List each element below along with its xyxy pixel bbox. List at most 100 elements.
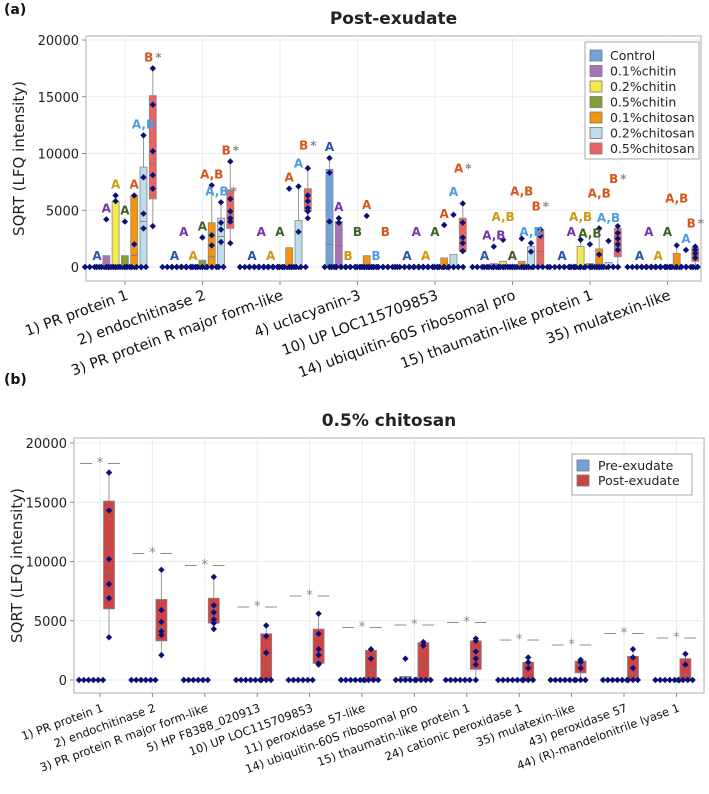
- legend-label: Pre-exudate: [598, 458, 674, 473]
- significance-letters: A: [421, 249, 431, 263]
- data-point: [419, 263, 427, 271]
- legend-frame: [584, 41, 700, 160]
- data-point: [337, 676, 345, 684]
- data-point: [112, 263, 119, 271]
- data-point: [190, 676, 197, 684]
- data-point: [472, 676, 479, 684]
- data-point: [525, 654, 532, 661]
- data-point: [137, 676, 145, 684]
- significance-letters: B: [344, 249, 353, 263]
- data-point: [86, 263, 93, 271]
- chart-title: 0.5% chitosan: [322, 411, 457, 431]
- data-point: [595, 263, 603, 271]
- significance-marker: — * —: [604, 626, 645, 641]
- significance-marker: — * —: [656, 631, 697, 646]
- data-point: [152, 676, 159, 684]
- data-point: [95, 676, 102, 684]
- significance-letters: A: [179, 225, 189, 239]
- significance-letters: A: [334, 200, 344, 214]
- data-point: [304, 204, 311, 212]
- significance-letters: A,B: [578, 226, 601, 240]
- significance-letters: A: [188, 249, 198, 263]
- data-point: [199, 263, 206, 271]
- data-point: [286, 185, 293, 192]
- data-point: [210, 609, 217, 616]
- data-point: [440, 263, 448, 271]
- legend-swatch: [589, 127, 603, 139]
- data-point: [413, 676, 420, 684]
- y-axis-label: SQRT (LFQ intensity): [10, 81, 28, 236]
- data-point: [195, 676, 202, 684]
- significance-marker: — * —: [499, 633, 540, 648]
- significance-letters: A: [449, 185, 459, 199]
- data-point: [614, 241, 621, 248]
- data-point: [131, 241, 138, 248]
- data-point: [309, 676, 316, 684]
- data-point: [328, 263, 335, 271]
- data-point: [204, 676, 211, 684]
- data-point: [692, 250, 699, 257]
- data-point: [370, 676, 377, 684]
- data-point: [556, 263, 563, 271]
- data-point: [546, 263, 554, 271]
- data-point: [217, 199, 225, 206]
- data-point: [233, 676, 240, 684]
- data-point: [142, 263, 150, 271]
- data-point: [105, 469, 113, 476]
- data-point: [210, 619, 217, 627]
- significance-letters: A: [294, 156, 304, 170]
- data-point: [474, 263, 481, 271]
- data-point: [525, 676, 532, 684]
- data-point: [263, 649, 270, 656]
- y-tick-label: 20000: [26, 437, 67, 452]
- data-point: [99, 676, 107, 684]
- data-point: [652, 676, 659, 684]
- data-point: [342, 676, 349, 684]
- data-point: [407, 676, 414, 684]
- data-point: [629, 676, 637, 684]
- data-point: [459, 200, 466, 207]
- significance-letters: A: [430, 225, 440, 239]
- data-point: [158, 631, 165, 639]
- data-point: [405, 263, 413, 271]
- significance-letters: A: [102, 201, 112, 215]
- box-group: — * —: [495, 633, 540, 684]
- data-point: [610, 263, 617, 271]
- box: [111, 200, 120, 268]
- data-point: [450, 263, 457, 271]
- data-point: [242, 676, 249, 684]
- data-point: [304, 676, 311, 684]
- significance-letters: B *: [222, 143, 240, 157]
- data-point: [452, 676, 459, 684]
- data-point: [499, 676, 507, 684]
- data-point: [552, 676, 559, 684]
- data-point: [514, 676, 521, 684]
- data-point: [208, 242, 215, 249]
- data-point: [347, 263, 354, 271]
- significance-letters: B *: [687, 217, 705, 231]
- data-point: [566, 676, 573, 684]
- data-point: [164, 263, 171, 271]
- data-point: [241, 263, 248, 271]
- data-point: [269, 263, 276, 271]
- data-point: [105, 263, 112, 271]
- data-point: [472, 637, 479, 645]
- data-point: [315, 661, 322, 668]
- data-point: [459, 247, 466, 255]
- significance-letters: A: [257, 225, 267, 239]
- data-point: [281, 263, 288, 271]
- significance-letters: B: [381, 225, 390, 239]
- data-point: [402, 655, 409, 662]
- data-point: [466, 676, 473, 684]
- significance-letters: A *: [454, 161, 472, 175]
- data-point: [629, 645, 637, 653]
- data-point: [185, 676, 192, 684]
- box-group: — * —: [180, 558, 225, 684]
- significance-letters: A: [567, 225, 577, 239]
- data-point: [577, 659, 584, 666]
- data-point: [529, 263, 537, 271]
- data-point: [90, 676, 97, 684]
